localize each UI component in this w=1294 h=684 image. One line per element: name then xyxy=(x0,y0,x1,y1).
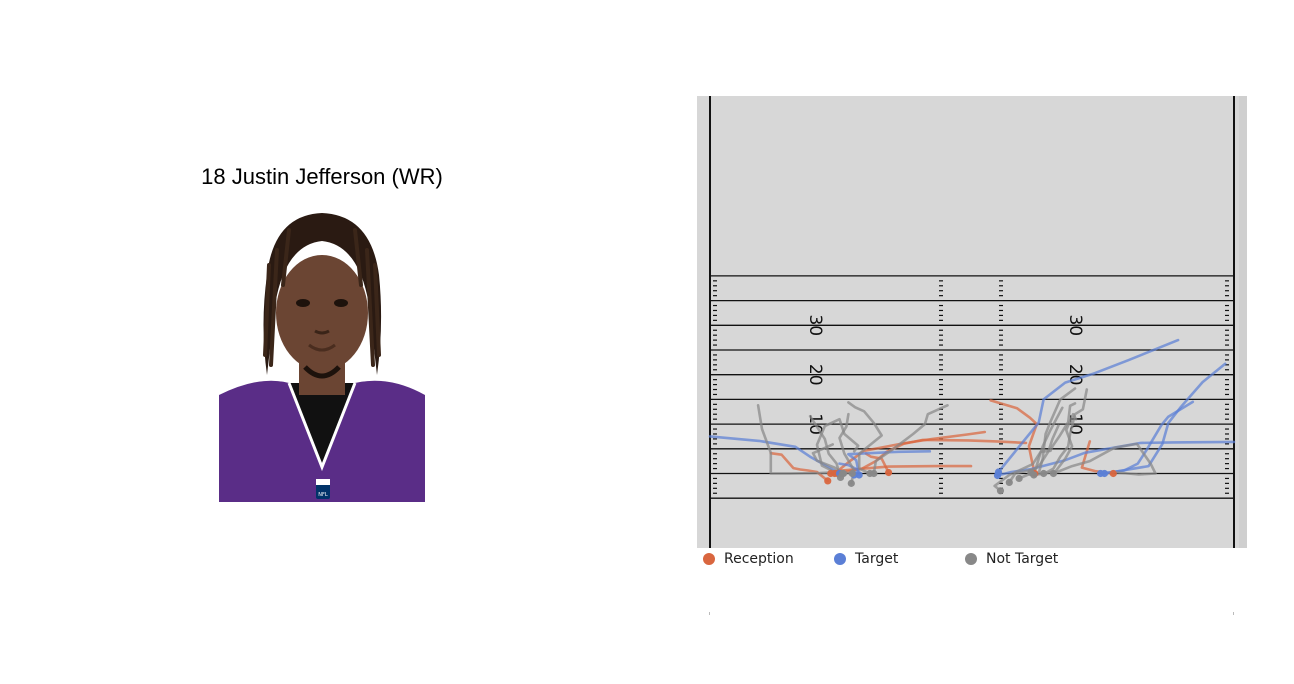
legend-swatch-not-target xyxy=(965,553,977,565)
route-line xyxy=(993,402,1077,493)
route-start-point xyxy=(1030,471,1038,479)
route-start-point xyxy=(838,469,847,478)
route-start-point xyxy=(994,468,1003,476)
yard-number-label: 30 xyxy=(805,314,825,336)
player-title: 18 Justin Jefferson (WR) xyxy=(201,164,443,189)
route-start-point xyxy=(1049,469,1058,478)
field-background xyxy=(697,96,1247,548)
route-line xyxy=(847,450,932,477)
yard-number-label: 20 xyxy=(805,364,825,386)
route-start-point xyxy=(1015,474,1023,483)
route-line xyxy=(708,435,841,475)
route-line xyxy=(1052,442,1157,476)
route-line xyxy=(1103,362,1227,475)
route-start-point xyxy=(1040,469,1048,478)
route-chart-field: 30 30 20 20 10 10 xyxy=(697,96,1247,548)
legend-label-reception: Reception xyxy=(724,551,794,567)
field-edge xyxy=(1239,96,1247,548)
player-headshot: NFL xyxy=(219,205,425,502)
route-start-point xyxy=(824,477,832,485)
route-line xyxy=(872,404,949,475)
route-line xyxy=(836,438,1028,475)
route-line xyxy=(847,401,883,475)
route-line xyxy=(815,417,860,475)
route-start-point xyxy=(1100,469,1109,478)
route-start-point xyxy=(1109,469,1117,478)
legend-label-target: Target xyxy=(855,551,899,567)
route-line xyxy=(1008,406,1064,484)
route-line xyxy=(808,414,842,479)
axis-tick-mark xyxy=(1233,612,1234,615)
route-start-point xyxy=(884,468,893,477)
legend-item-reception: Reception xyxy=(703,551,794,567)
route-start-point xyxy=(870,469,878,478)
route-line xyxy=(997,338,1180,474)
yard-number-label: 30 xyxy=(1065,314,1085,336)
legend: Reception Target Not Target xyxy=(700,551,1080,571)
legend-swatch-target xyxy=(834,553,846,565)
route-line xyxy=(811,443,844,475)
route-start-point xyxy=(847,479,855,487)
route-start-point xyxy=(848,469,856,478)
legend-label-not-target: Not Target xyxy=(986,551,1059,567)
svg-text:NFL: NFL xyxy=(318,492,328,498)
legend-item-target: Target xyxy=(834,551,898,567)
axis-tick-mark xyxy=(709,612,710,615)
legend-item-not-target: Not Target xyxy=(965,551,1058,567)
legend-swatch-reception xyxy=(703,553,715,565)
route-start-point xyxy=(1005,478,1013,486)
route-start-point xyxy=(996,487,1005,495)
